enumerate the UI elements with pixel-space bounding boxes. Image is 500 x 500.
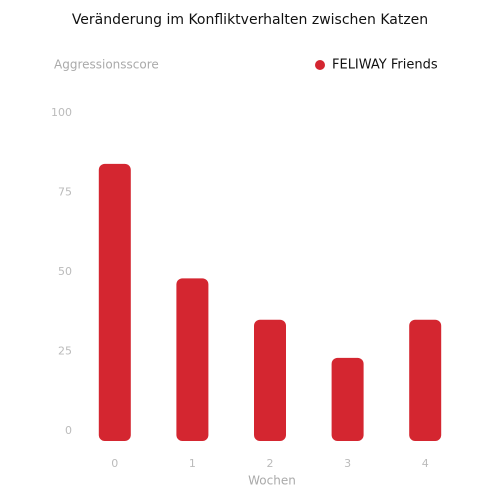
x-tick-label: 4 (422, 457, 429, 470)
y-tick-label: 50 (58, 265, 72, 278)
y-tick-label: 0 (65, 424, 72, 437)
x-axis-label: Wochen (248, 474, 296, 488)
x-tick-label: 3 (344, 457, 351, 470)
y-axis-label: Aggressionsscore (54, 58, 159, 72)
x-tick-label: 1 (189, 457, 196, 470)
bar (176, 278, 209, 441)
legend-label: FELIWAY Friends (332, 58, 438, 73)
bar (331, 357, 364, 441)
x-tick-label: 2 (267, 457, 274, 470)
x-tick-label: 0 (111, 457, 118, 470)
y-tick-label: 100 (51, 106, 72, 119)
bar (98, 163, 131, 441)
y-tick-label: 75 (58, 186, 72, 199)
chart-title: Veränderung im Konfliktverhalten zwische… (72, 12, 428, 28)
y-tick-label: 25 (58, 345, 72, 358)
bar (409, 319, 442, 441)
bar (254, 319, 286, 441)
legend-marker (315, 60, 325, 70)
